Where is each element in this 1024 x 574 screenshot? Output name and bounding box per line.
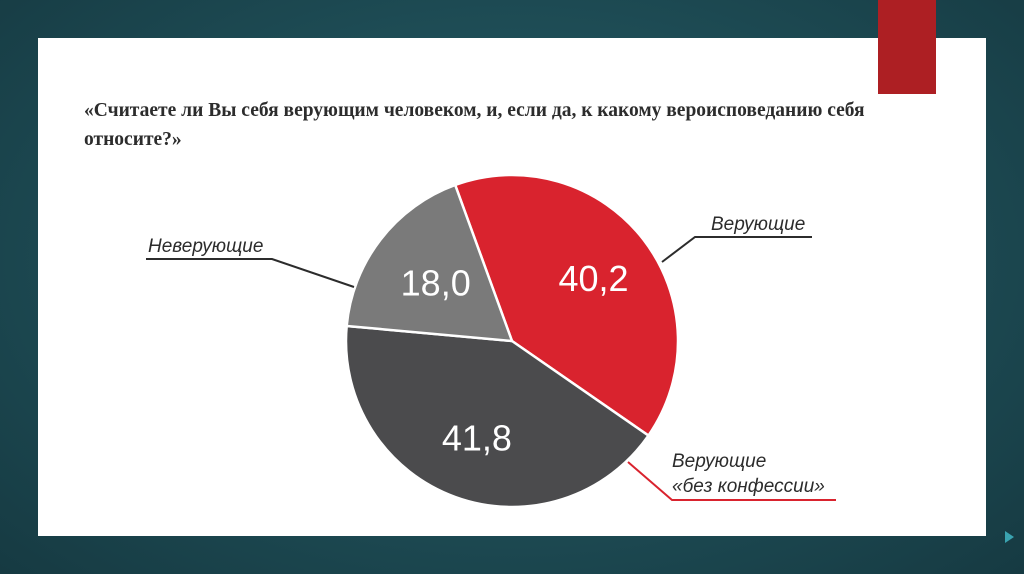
value-label-no-confession: 41,8	[442, 418, 512, 459]
legend-label-no-confession-line2: «без конфессии»	[672, 476, 825, 497]
pie-slice-believers	[453, 173, 680, 437]
value-label-nonbelievers: 18,0	[401, 262, 471, 303]
legend-label-believers: Верующие	[711, 214, 805, 235]
leader-line-nonbelievers	[146, 258, 355, 288]
next-arrow-icon	[1005, 531, 1014, 543]
pie-slice-nonbelievers	[345, 183, 514, 343]
chart-title: «Считаете ли Вы себя верующим человеком,…	[84, 100, 865, 150]
leader-line-no-confession	[627, 461, 836, 501]
leader-line-believers	[661, 236, 812, 263]
legend-label-nonbelievers: Неверующие	[148, 236, 263, 257]
pie-slice-no-confession	[344, 324, 650, 509]
value-label-believers: 40,2	[558, 258, 628, 299]
legend-label-no-confession-line1: Верующие	[672, 451, 766, 472]
accent-bar	[878, 0, 936, 94]
